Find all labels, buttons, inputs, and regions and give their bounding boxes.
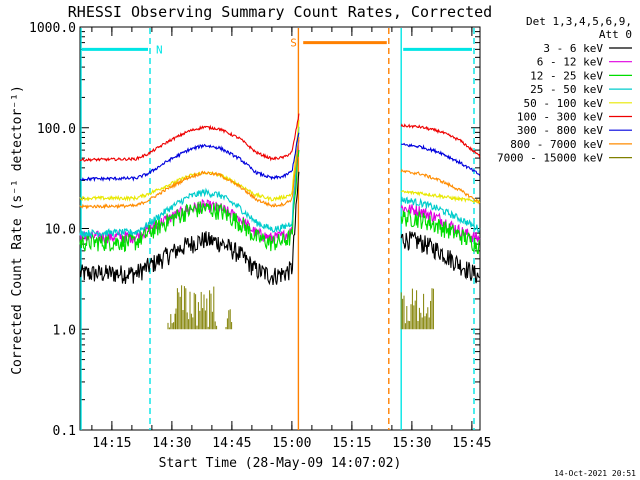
- x-tick-label: 14:15: [92, 436, 131, 451]
- series-line: [400, 204, 481, 243]
- footer-timestamp: 14-Oct-2021 20:51: [554, 469, 636, 478]
- legend-label: 300 - 800 keV: [517, 124, 603, 137]
- legend-label: 800 - 7000 keV: [510, 138, 603, 151]
- series-line: [400, 196, 481, 233]
- series-line: [400, 190, 481, 204]
- flag-label: N: [156, 43, 163, 56]
- series-line: [79, 132, 300, 183]
- series-line: [79, 171, 300, 286]
- x-tick-label: 15:15: [332, 436, 371, 451]
- legend-label: 50 - 100 keV: [524, 97, 604, 110]
- series-line: [79, 126, 300, 239]
- y-tick-label: 100.0: [37, 122, 76, 137]
- y-tick-label: 10.0: [45, 223, 76, 238]
- y-tick-label: 1.0: [53, 323, 76, 338]
- chart-title: RHESSI Observing Summary Count Rates, Co…: [68, 3, 492, 21]
- legend-header-line-2: Att 0: [599, 28, 632, 41]
- y-axis-label: Corrected Count Rate (s⁻¹ detector⁻¹): [10, 85, 25, 375]
- legend-label: 12 - 25 keV: [530, 69, 603, 82]
- legend-label: 7000 - 15000 keV: [497, 152, 603, 165]
- x-tick-label: 14:45: [212, 436, 251, 451]
- plot-area: 1000.0 100.0 10.0 1.0 0.1 14:15 14:30 14:45 15:0…: [29, 21, 491, 451]
- series-line: [400, 168, 481, 205]
- y-tick-label: 1000.0: [29, 21, 76, 36]
- series-line: [400, 209, 481, 255]
- legend-label: 100 - 300 keV: [517, 111, 603, 124]
- y-tick-label: 0.1: [53, 424, 76, 439]
- x-tick-label: 15:45: [452, 436, 491, 451]
- legend-label: 25 - 50 keV: [530, 83, 603, 96]
- x-tick-label: 15:00: [272, 436, 311, 451]
- series-line: [400, 231, 480, 284]
- series-line: [79, 149, 300, 253]
- x-axis-label: Start Time (28-May-09 14:07:02): [159, 456, 402, 471]
- x-tick-label: 15:30: [392, 436, 431, 451]
- series-line: [400, 123, 481, 158]
- series-line: [79, 113, 300, 163]
- x-tick-label: 14:30: [152, 436, 191, 451]
- series-line: [79, 137, 300, 210]
- legend-label: 3 - 6 keV: [543, 42, 603, 55]
- series-line: [401, 142, 481, 176]
- flag-label: S: [290, 37, 297, 50]
- legend-header-line-1: Det 1,3,4,5,6,9,: [526, 15, 632, 28]
- legend-label: 6 - 12 keV: [537, 56, 604, 69]
